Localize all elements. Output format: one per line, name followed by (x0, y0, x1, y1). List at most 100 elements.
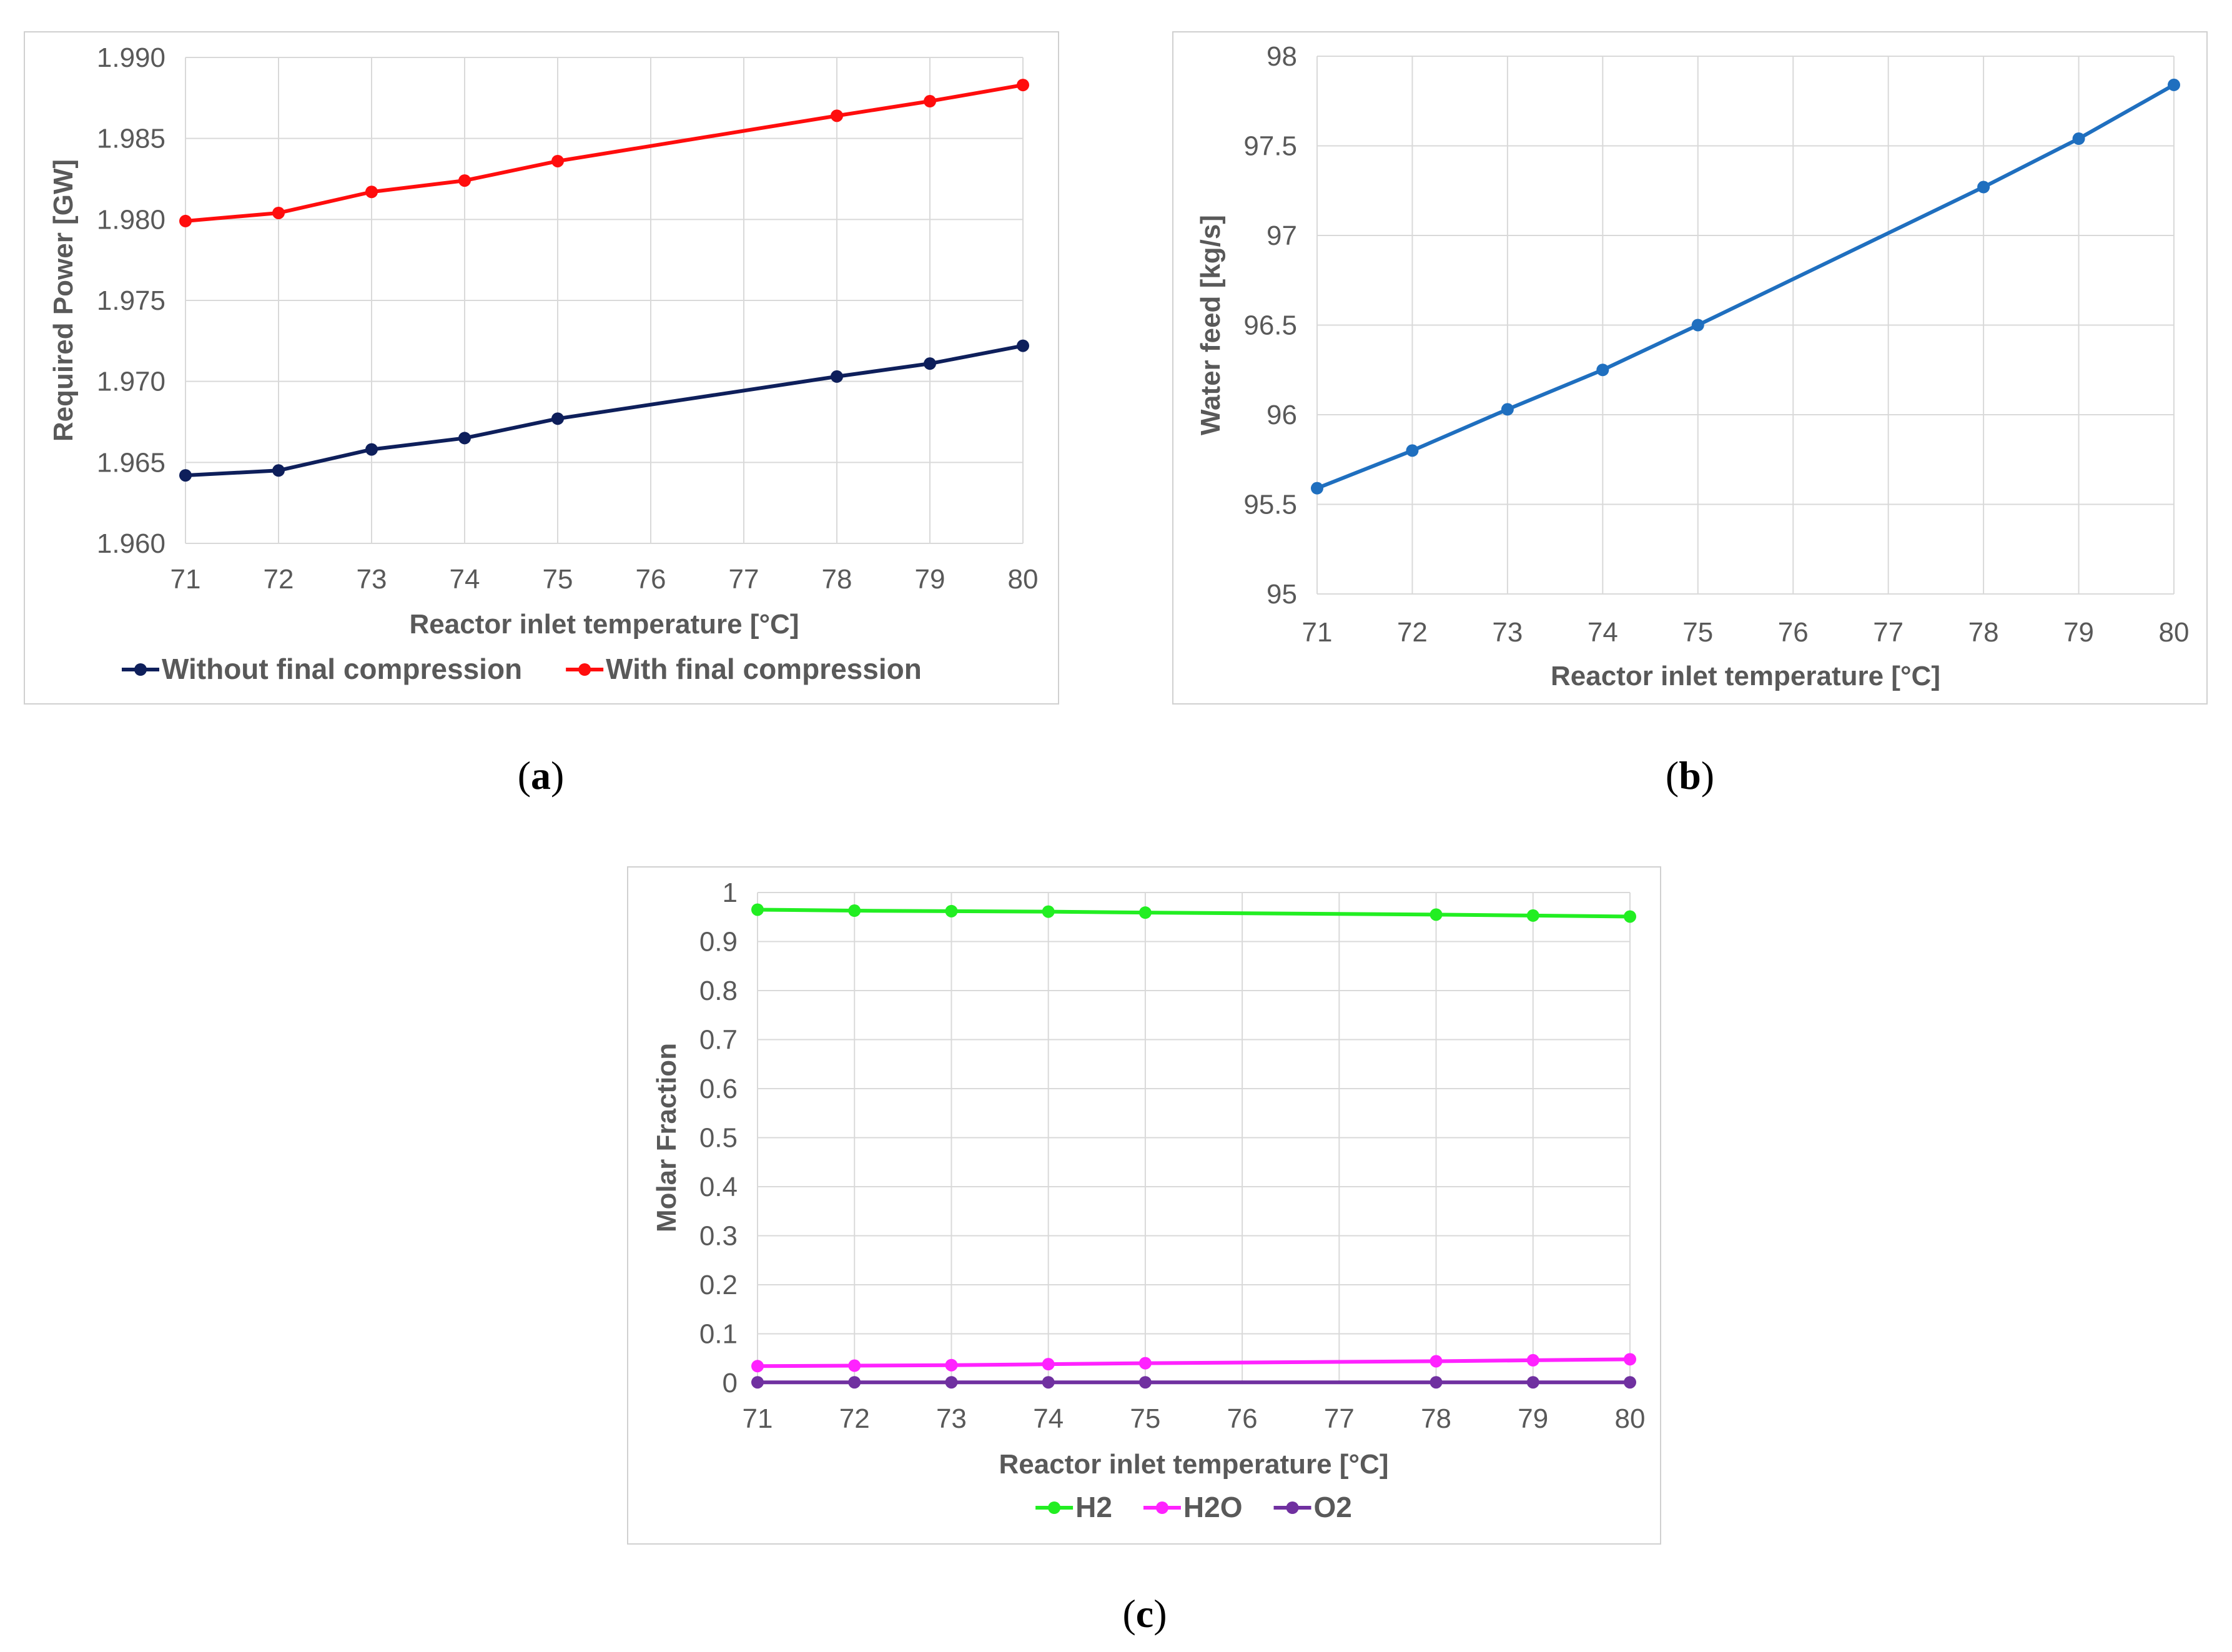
x-axis-title: Reactor inlet temperature [°C] (410, 609, 799, 640)
chart-panel-c: 0 0.1 0.2 0.3 0.4 0.5 0.6 0.7 0.8 0.9 1 71 72 73 74 75 7… (627, 866, 1661, 1545)
y-tick-label: 0.7 (699, 1025, 738, 1056)
y-tick-label: 1.960 (97, 528, 165, 559)
data-point (945, 1358, 958, 1372)
y-tick-label: 0.2 (699, 1270, 738, 1300)
x-axis-title: Reactor inlet temperature [°C] (999, 1449, 1389, 1480)
x-tick-label: 78 (822, 564, 852, 595)
legend-item: O2 (1273, 1491, 1352, 1523)
caption-c-close: ) (1153, 1591, 1167, 1636)
data-point (1977, 181, 1990, 194)
data-point (848, 904, 861, 918)
legend-swatch-marker (134, 663, 147, 676)
x-tick-label: 75 (1682, 617, 1713, 648)
y-tick-label: 1 (723, 878, 738, 908)
x-tick-label: 74 (450, 564, 480, 595)
y-tick-label: 0.6 (699, 1074, 738, 1104)
data-point (1430, 908, 1443, 921)
data-point (365, 185, 378, 199)
x-tick-label: 76 (1227, 1403, 1258, 1434)
data-point (551, 412, 564, 425)
y-tick-label: 1.975 (97, 285, 165, 316)
x-tick-label: 78 (1968, 617, 1999, 648)
data-point (1406, 444, 1419, 457)
x-tick-label: 79 (1518, 1403, 1548, 1434)
y-tick-label: 96 (1267, 400, 1297, 430)
data-point (1017, 339, 1029, 352)
y-tick-label: 95.5 (1243, 490, 1297, 520)
legend: H2 H2O O2 (1035, 1491, 1352, 1523)
y-axis-title: Water feed [kg/s] (1195, 215, 1226, 435)
x-axis-title: Reactor inlet temperature [°C] (1551, 661, 1940, 691)
x-tick-label: 77 (1324, 1403, 1355, 1434)
data-point (179, 469, 192, 482)
y-tick-label: 1.970 (97, 367, 165, 397)
x-tick-label: 72 (839, 1403, 870, 1434)
series-line (757, 908, 1631, 919)
y-tick-label: 1.980 (97, 204, 165, 235)
x-tick-label: 72 (1397, 617, 1428, 648)
data-point (945, 1376, 958, 1389)
chart-c-svg: 0 0.1 0.2 0.3 0.4 0.5 0.6 0.7 0.8 0.9 1 71 72 73 74 75 7… (651, 878, 1645, 1523)
caption-c: (c) (1082, 1591, 1207, 1637)
data-point (848, 1359, 861, 1372)
data-point (2168, 78, 2180, 91)
x-tick-label: 71 (170, 564, 201, 595)
x-tick-label: 73 (357, 564, 387, 595)
series-line (757, 1357, 1631, 1368)
data-point (1596, 364, 1609, 377)
chart-panel-b: 95 95.5 96 96.5 97 97.5 98 71 72 73 74 75 76 77 78 79 80… (1172, 31, 2208, 705)
y-tick-label: 0.1 (699, 1319, 738, 1350)
y-tick-label: 96.5 (1243, 310, 1297, 341)
y-axis-title: Molar Fraction (651, 1043, 682, 1232)
legend-swatch-marker (1286, 1501, 1299, 1514)
x-tick-label: 74 (1033, 1403, 1064, 1434)
legend-item: H2 (1035, 1491, 1112, 1523)
legend-item: With final compression (566, 653, 922, 685)
data-point (848, 1376, 861, 1389)
legend-label: H2 (1075, 1491, 1112, 1523)
legend-label: With final compression (606, 653, 922, 685)
y-tick-label: 0.8 (699, 976, 738, 1006)
data-point (1691, 319, 1704, 332)
data-point (1042, 905, 1055, 918)
x-tick-label: 79 (2063, 617, 2094, 648)
data-point (1042, 1376, 1055, 1389)
x-tick-label: 80 (2159, 617, 2190, 648)
data-point (924, 357, 936, 370)
legend-swatch-marker (578, 663, 591, 676)
caption-a-letter: a (531, 753, 551, 798)
legend-swatch-marker (1155, 1501, 1168, 1514)
data-point (272, 464, 285, 477)
x-tick-label: 75 (1130, 1403, 1160, 1434)
data-point (458, 174, 471, 187)
data-point (1430, 1355, 1443, 1368)
data-point (2072, 132, 2085, 146)
y-tick-label: 0.3 (699, 1221, 738, 1252)
x-tick-label: 78 (1421, 1403, 1451, 1434)
chart-panel-a: 1.960 1.965 1.970 1.975 1.980 1.985 1.990 71 72 7… (24, 31, 1059, 705)
y-tick-label: 0 (723, 1368, 738, 1398)
data-point (1526, 1353, 1539, 1367)
y-tick-label: 1.990 (97, 42, 165, 73)
data-point (1430, 1376, 1443, 1389)
x-tick-label: 76 (636, 564, 666, 595)
data-point (1501, 403, 1514, 416)
x-tick-label: 71 (1302, 617, 1333, 648)
x-tick-label: 73 (936, 1403, 967, 1434)
y-tick-label: 1.985 (97, 124, 165, 154)
legend-item: H2O (1143, 1491, 1243, 1523)
data-point (1138, 1376, 1152, 1389)
y-tick-label: 0.5 (699, 1123, 738, 1154)
x-tick-label: 72 (264, 564, 294, 595)
data-point (831, 109, 843, 122)
caption-a: (a) (478, 753, 603, 799)
y-axis-title: Required Power [GW] (48, 159, 79, 442)
data-point (1624, 1353, 1636, 1366)
legend-label: Without final compression (162, 653, 522, 685)
x-tick-label: 71 (743, 1403, 773, 1434)
legend-swatch-marker (1048, 1501, 1061, 1514)
series-line (1316, 83, 2175, 490)
x-tick-label: 77 (1873, 617, 1904, 648)
data-point (1624, 910, 1636, 923)
series-line (185, 83, 1024, 223)
